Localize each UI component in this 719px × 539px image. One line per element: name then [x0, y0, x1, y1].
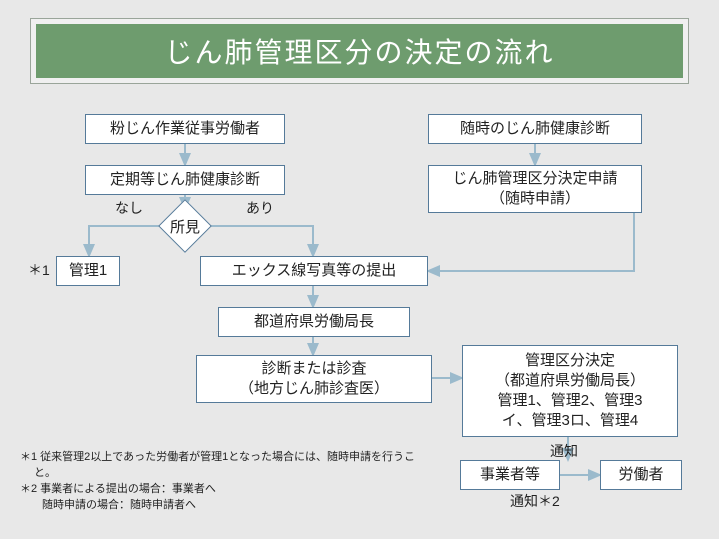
label-yes: あり	[246, 198, 274, 218]
footnotes: ＊1 従来管理2以上であった労働者が管理1となった場合には、随時申請を行うこ と…	[20, 450, 415, 514]
node-dust-workers: 粉じん作業従事労働者	[85, 114, 285, 144]
node-adhoc-exam: 随時のじん肺健康診断	[428, 114, 642, 144]
node-worker: 労働者	[600, 460, 682, 490]
node-diagnosis: 診断または診査 （地方じん肺診査医）	[196, 355, 432, 403]
decision-findings-label: 所見	[145, 214, 225, 238]
node-labor-bureau: 都道府県労働局長	[218, 307, 410, 337]
node-periodic-exam: 定期等じん肺健康診断	[85, 165, 285, 195]
node-xray-submit: エックス線写真等の提出	[200, 256, 428, 286]
label-star1: ＊1	[28, 260, 50, 280]
node-employer: 事業者等	[460, 460, 560, 490]
label-notice1: 通知	[550, 441, 578, 461]
node-application: じん肺管理区分決定申請 （随時申請）	[428, 165, 642, 213]
node-kanri1: 管理1	[56, 256, 120, 286]
label-notice2: 通知＊2	[510, 491, 560, 511]
node-decision: 管理区分決定 （都道府県労働局長） 管理1、管理2、管理3 イ、管理3ロ、管理4	[462, 345, 678, 437]
label-no: なし	[115, 198, 143, 218]
